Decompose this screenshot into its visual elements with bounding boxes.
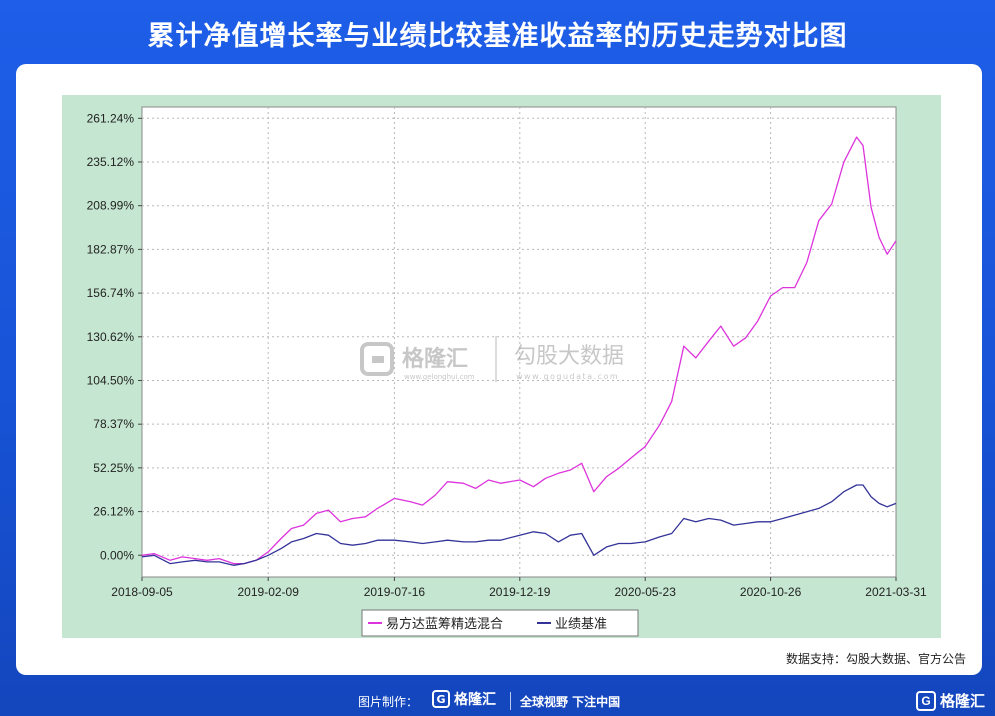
- footer-divider: [510, 692, 511, 710]
- footer: 图片制作： G 格隆汇 全球视野 下注中国: [0, 686, 995, 716]
- corner-gelonghui-logo-icon: G: [915, 690, 936, 711]
- watermark-gelonghui-logo-icon: [360, 342, 394, 376]
- y-tick-label: 104.50%: [87, 373, 135, 387]
- footer-brand: G 格隆汇: [432, 689, 496, 709]
- grid-lines: [142, 107, 896, 577]
- x-tick-label: 2020-05-23: [615, 585, 677, 599]
- chart-card: 格隆汇 www.gelonghui.com 勾股大数据 www.gogudata…: [16, 64, 982, 675]
- x-tick-label: 2018-09-05: [111, 585, 173, 599]
- x-tick-label: 2021-03-31: [865, 585, 927, 599]
- y-tick-label: 0.00%: [100, 548, 134, 562]
- y-tick-label: 26.12%: [93, 505, 134, 519]
- watermark-data-name: 勾股大数据: [514, 344, 624, 369]
- y-tick-label: 261.24%: [87, 111, 135, 125]
- y-tick-label: 182.87%: [87, 242, 135, 256]
- legend: 易方达蓝筹精选混合 业绩基准: [361, 609, 639, 637]
- y-tick-label: 156.74%: [87, 286, 135, 300]
- footer-brand-name: 格隆汇: [454, 692, 496, 708]
- footer-made-by: 图片制作：: [358, 695, 419, 709]
- x-tick-label: 2019-12-19: [489, 585, 551, 599]
- legend-label-benchmark: 业绩基准: [555, 617, 607, 632]
- page-title: 累计净值增长率与业绩比较基准收益率的历史走势对比图: [147, 21, 848, 52]
- watermark: 格隆汇 www.gelonghui.com 勾股大数据 www.gogudata…: [360, 336, 624, 382]
- line-chart: 格隆汇 www.gelonghui.com 勾股大数据 www.gogudata…: [62, 95, 941, 638]
- series-lines: [141, 136, 897, 566]
- y-tick-label: 130.62%: [87, 330, 135, 344]
- plot-area: [141, 106, 897, 578]
- x-tick-label: 2020-10-26: [740, 585, 802, 599]
- source-note: 数据支持：勾股大数据、官方公告: [785, 652, 966, 666]
- series-line-fund: [141, 136, 897, 565]
- legend-box: [361, 609, 639, 637]
- legend-label-fund: 易方达蓝筹精选混合: [386, 616, 503, 632]
- axes: 0.00% 26.12% 52.25% 78.37% 104.50% 130.62% 156…: [87, 111, 927, 599]
- footer-slogan: 全球视野 下注中国: [520, 695, 621, 709]
- corner-brand-name: 格隆汇: [939, 692, 985, 710]
- series-line-benchmark: [141, 484, 897, 566]
- watermark-data-url: www.gogudata.com: [516, 372, 619, 381]
- y-tick-label: 208.99%: [87, 199, 135, 213]
- x-tick-label: 2019-07-16: [364, 585, 426, 599]
- y-tick-label: 78.37%: [93, 417, 134, 431]
- x-tick-label: 2019-02-09: [238, 585, 300, 599]
- y-tick-label: 235.12%: [87, 155, 135, 169]
- corner-logo: G 格隆汇: [915, 690, 985, 711]
- y-tick-label: 52.25%: [93, 461, 134, 475]
- gelonghui-logo-icon: G: [432, 690, 450, 708]
- watermark-brand-name: 格隆汇: [402, 346, 468, 372]
- watermark-brand-url: www.gelonghui.com: [404, 373, 475, 381]
